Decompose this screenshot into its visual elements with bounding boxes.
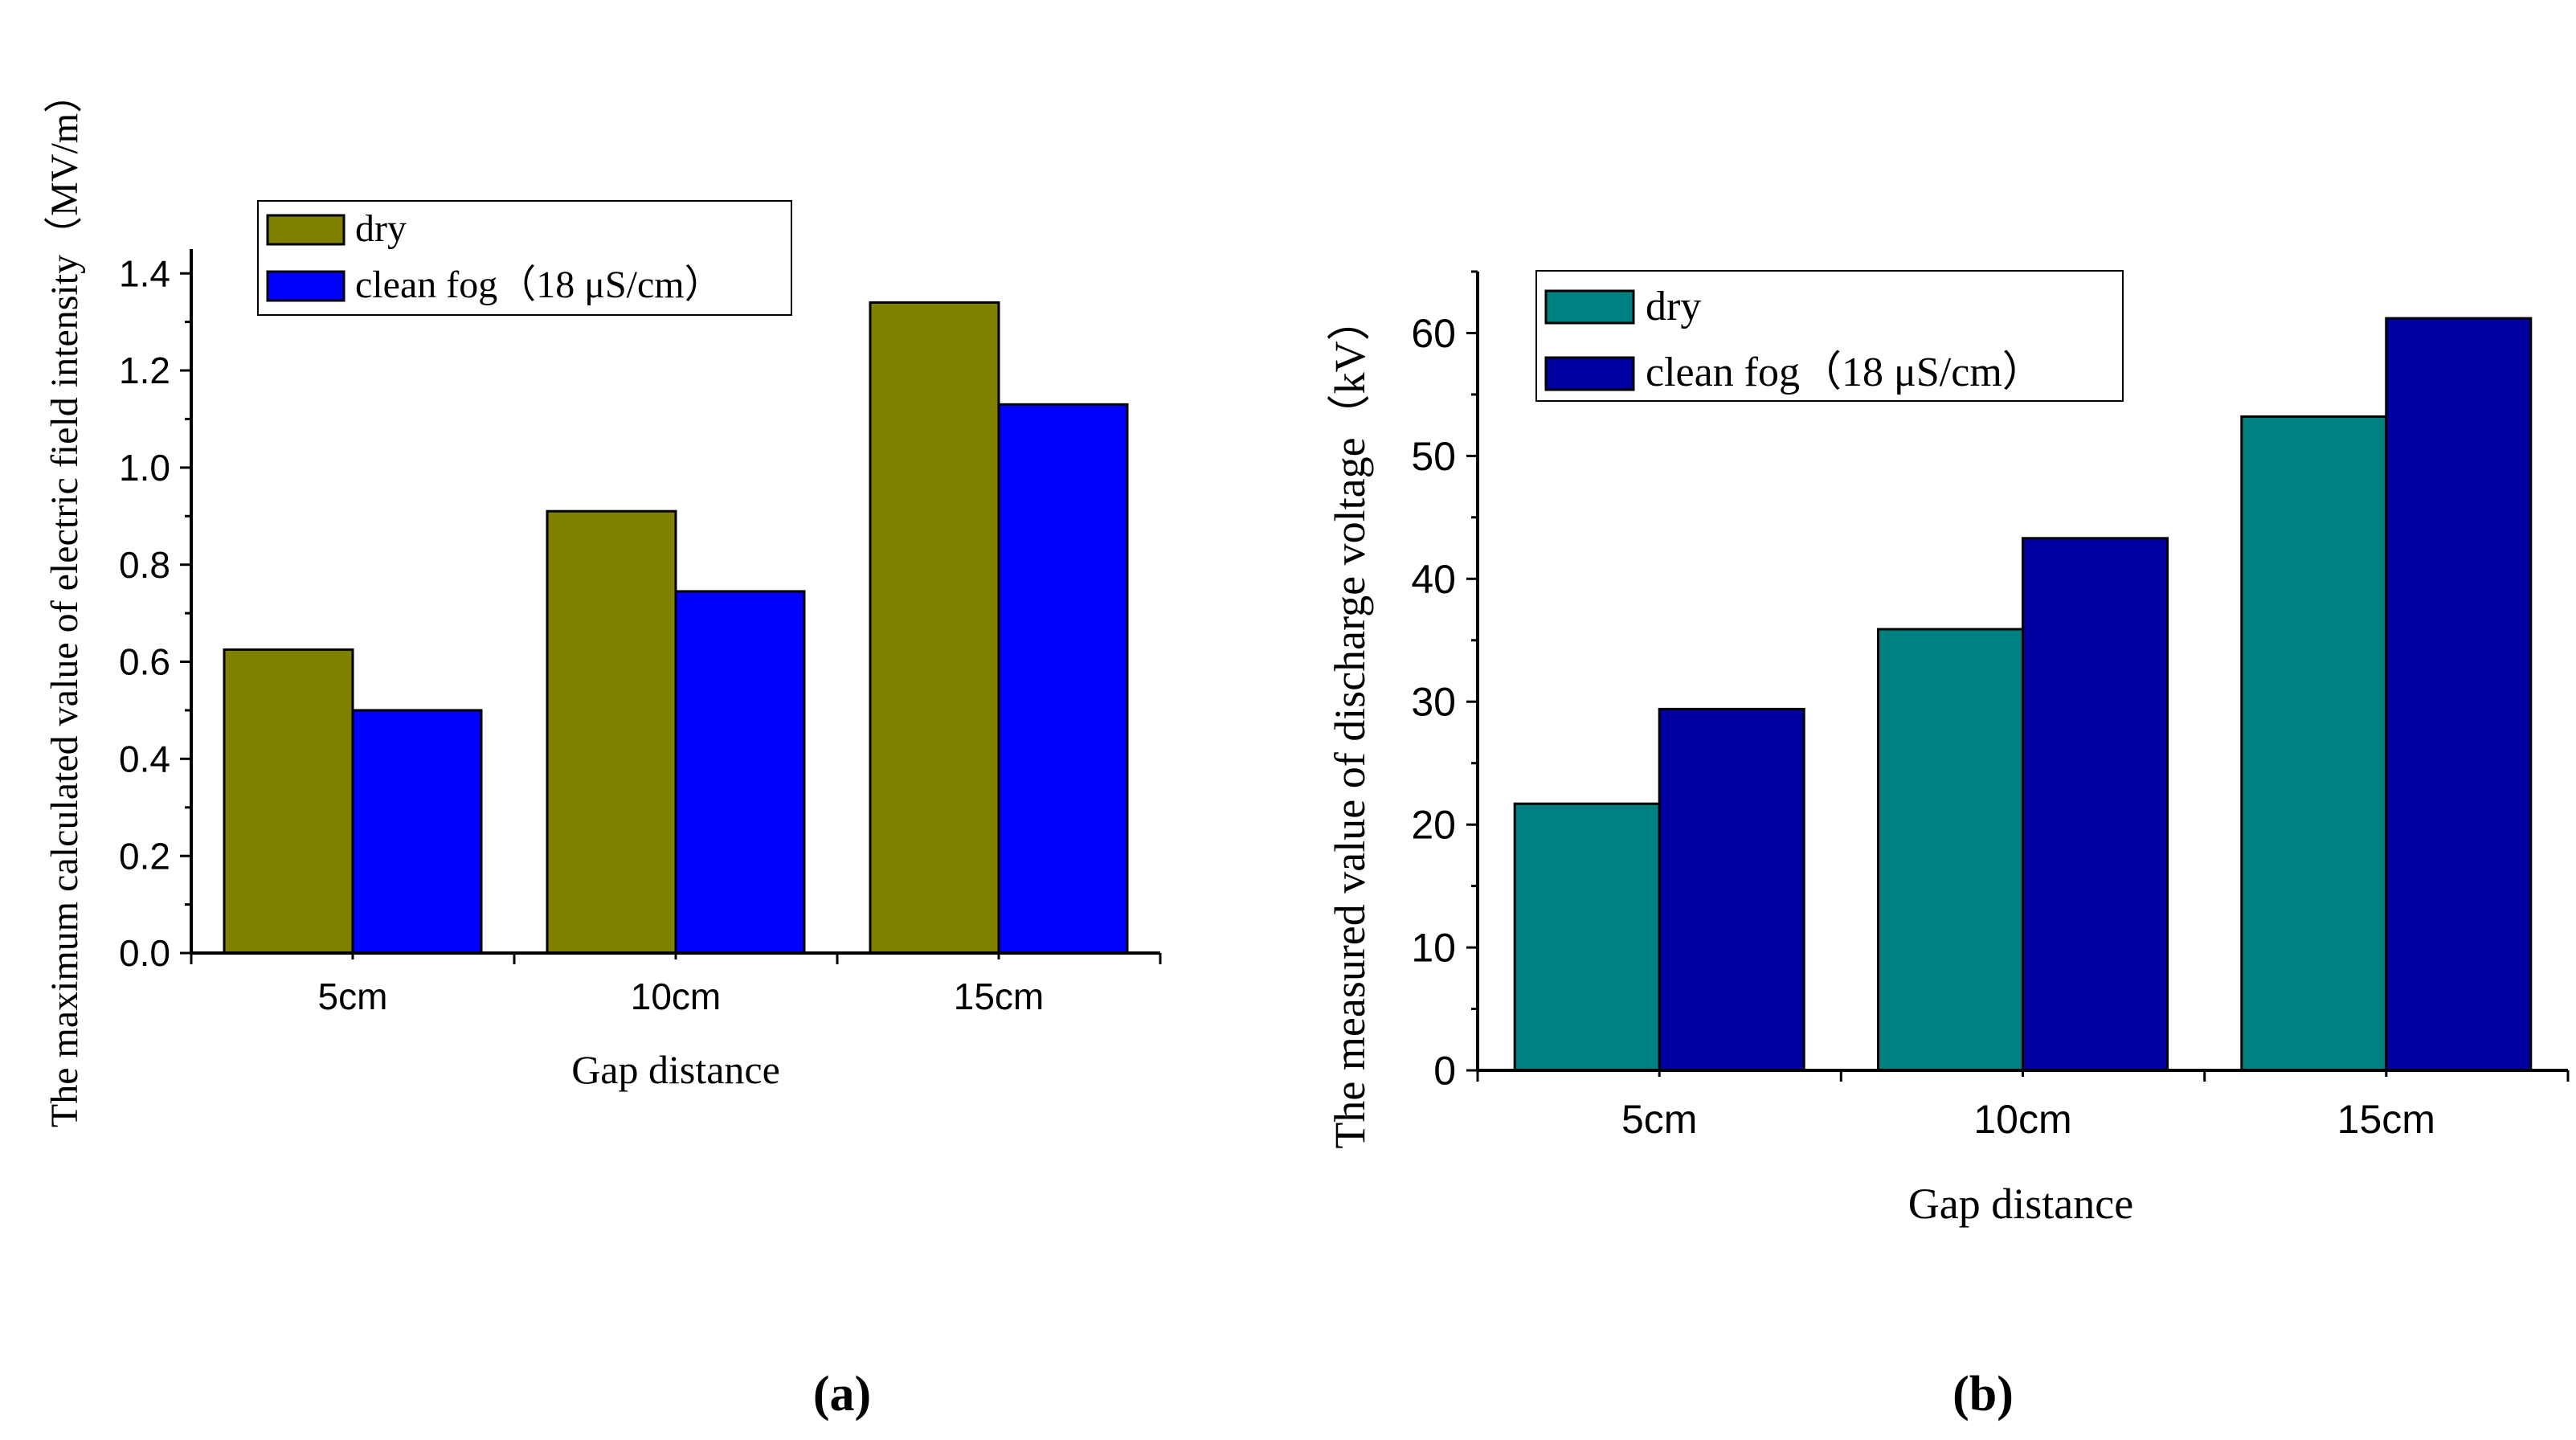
x-tick-label: 5cm	[1621, 1097, 1697, 1142]
chart-a: 0.0 0.2 0.4 0.6 0.8 1.0 1.2 1.4 5cm 10cm 15cm dry…	[43, 75, 1162, 1422]
bar-clean-fog-15cm	[997, 403, 1129, 955]
bar-clean-fog-10cm	[2022, 537, 2169, 1072]
bar-clean-fog-10cm	[674, 590, 806, 955]
legend-swatch-clean-fog	[1544, 356, 1635, 391]
y-tick-label: 1.2	[119, 350, 170, 391]
y-tick-label: 60	[1411, 311, 1456, 356]
y-tick-label: 0	[1433, 1049, 1456, 1094]
legend: dry clean fog（18 μS/cm）	[1535, 270, 2124, 402]
bar-dry-5cm	[1513, 802, 1661, 1072]
y-tick-label: 0.8	[119, 544, 170, 586]
legend: dry clean fog（18 μS/cm）	[257, 200, 792, 316]
bar-clean-fog-5cm	[1658, 707, 1805, 1072]
panel-label-a: (a)	[813, 1367, 871, 1422]
y-ticks: 0 10 20 30 40 50 60	[1411, 270, 1478, 1094]
y-axis-title: The maximum calculated value of electric…	[43, 75, 86, 1127]
legend-label-clean-fog: clean fog（18 μS/cm）	[355, 264, 723, 306]
legend-swatch-dry	[1544, 289, 1635, 325]
legend-label-dry: dry	[1646, 284, 1701, 329]
bar-dry-5cm	[223, 648, 354, 955]
legend-label-clean-fog: clean fog（18 μS/cm）	[1646, 350, 2044, 395]
legend-label-dry: dry	[355, 207, 407, 250]
x-tick-label: 5cm	[318, 976, 388, 1017]
bar-clean-fog-5cm	[351, 709, 483, 955]
bar-dry-10cm	[546, 509, 677, 955]
y-tick-label: 50	[1411, 434, 1456, 479]
legend-swatch-dry	[266, 214, 346, 246]
bar-dry-10cm	[1877, 628, 2024, 1072]
panel-label-b: (b)	[1952, 1367, 2014, 1422]
bar-dry-15cm	[2240, 415, 2388, 1072]
chart-b: 0 10 20 30 40 50 60 5cm 10cm 15cm dry clean fog（…	[1326, 270, 2570, 1422]
y-axis-title: The measured value of discharge voltage（…	[1326, 297, 1374, 1148]
bar-dry-15cm	[869, 301, 1000, 955]
x-tick-label: 10cm	[631, 976, 721, 1017]
legend-swatch-clean-fog	[266, 270, 346, 302]
y-tick-label: 0.4	[119, 738, 170, 779]
y-tick-label: 30	[1411, 680, 1456, 725]
legend-box	[257, 200, 792, 316]
x-axis-title: Gap distance	[1908, 1180, 2133, 1228]
x-ticks: 5cm 10cm 15cm	[1476, 1070, 2570, 1142]
y-tick-label: 0.6	[119, 641, 170, 683]
y-tick-label: 40	[1411, 557, 1456, 602]
y-tick-label: 20	[1411, 803, 1456, 848]
x-tick-label: 15cm	[2337, 1097, 2435, 1142]
x-tick-label: 10cm	[1973, 1097, 2071, 1142]
y-tick-label: 0.0	[119, 932, 170, 974]
bars-group	[1513, 317, 2533, 1072]
y-tick-label: 1.0	[119, 447, 170, 489]
y-tick-label: 1.4	[119, 252, 170, 294]
y-tick-label: 10	[1411, 926, 1456, 971]
y-tick-label: 0.2	[119, 835, 170, 877]
y-ticks: 0.0 0.2 0.4 0.6 0.8 1.0 1.2 1.4	[119, 252, 191, 974]
bars-group	[223, 301, 1129, 955]
x-ticks: 5cm 10cm 15cm	[190, 953, 1162, 1017]
x-tick-label: 15cm	[954, 976, 1044, 1017]
x-axis-title: Gap distance	[571, 1047, 780, 1092]
bar-clean-fog-15cm	[2385, 317, 2533, 1072]
